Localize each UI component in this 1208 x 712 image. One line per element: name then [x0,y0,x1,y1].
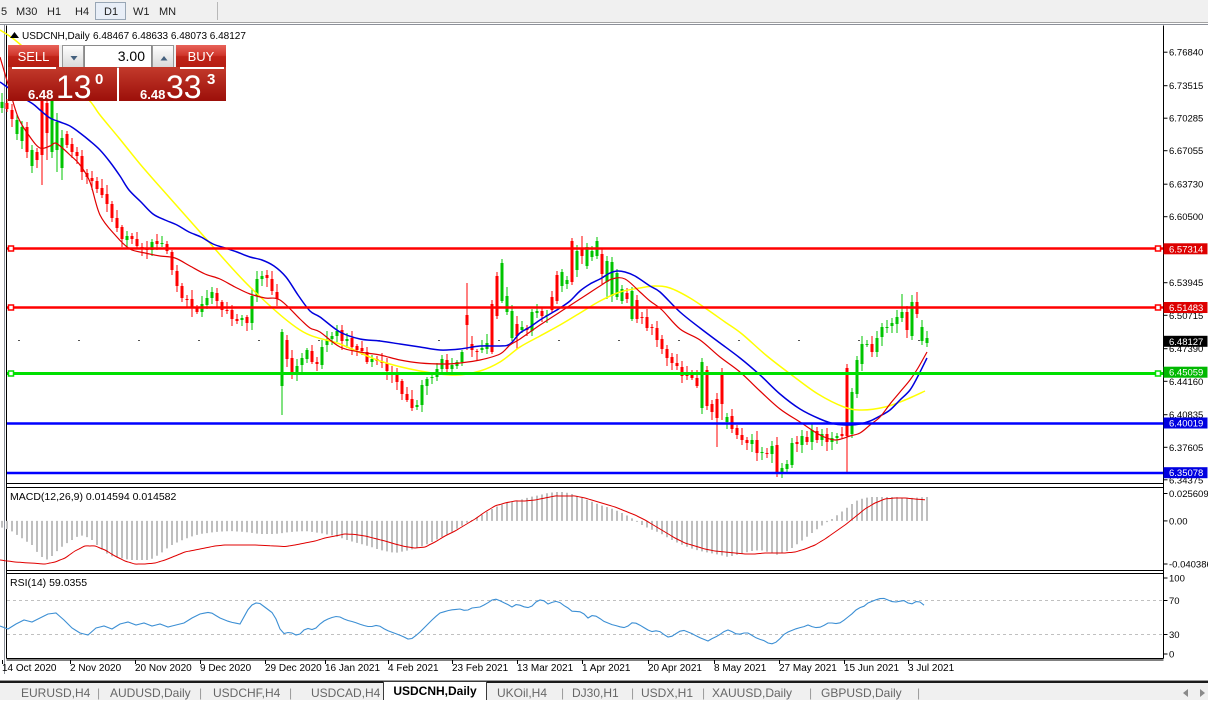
svg-text:6.73515: 6.73515 [1169,81,1203,92]
svg-text:23 Feb 2021: 23 Feb 2021 [452,663,509,674]
svg-text:6.35078: 6.35078 [1169,468,1203,479]
svg-text:29 Dec 2020: 29 Dec 2020 [265,663,322,674]
svg-text:5: 5 [1,6,7,18]
svg-text:M30: M30 [16,6,37,18]
svg-text:70: 70 [1169,596,1180,607]
svg-text:4 Feb 2021: 4 Feb 2021 [388,663,439,674]
svg-text:15 Jun 2021: 15 Jun 2021 [844,663,899,674]
svg-text:100: 100 [1169,574,1185,585]
svg-text:13 Mar 2021: 13 Mar 2021 [517,663,574,674]
svg-text:0.00: 0.00 [1169,516,1188,527]
svg-text:6.45059: 6.45059 [1169,368,1203,379]
svg-text:6.34375: 6.34375 [1169,475,1203,486]
svg-text:6.70285: 6.70285 [1169,114,1203,125]
svg-text:6.53945: 6.53945 [1169,278,1203,289]
svg-text:0: 0 [1169,650,1174,661]
svg-text:H1: H1 [47,6,61,18]
svg-text:6.48467 6.48633 6.48073 6.4812: 6.48467 6.48633 6.48073 6.48127 [93,31,246,42]
svg-text:3 Jul 2021: 3 Jul 2021 [908,663,955,674]
svg-text:30: 30 [1169,630,1180,641]
svg-text:RSI(14) 59.0355: RSI(14) 59.0355 [10,577,87,589]
svg-text:6.50715: 6.50715 [1169,311,1203,322]
svg-text:6.40835: 6.40835 [1169,410,1203,421]
svg-text:6.48127: 6.48127 [1169,337,1203,348]
svg-text:H4: H4 [75,6,89,18]
svg-text:6.63730: 6.63730 [1169,180,1203,191]
svg-text:8 May 2021: 8 May 2021 [714,663,767,674]
svg-text:6.44160: 6.44160 [1169,377,1203,388]
svg-text:USDCNH,Daily: USDCNH,Daily [22,31,90,42]
svg-text:W1: W1 [133,6,150,18]
svg-text:1 Apr 2021: 1 Apr 2021 [582,663,631,674]
svg-text:6.40019: 6.40019 [1169,419,1203,430]
svg-text:6.67055: 6.67055 [1169,146,1203,157]
svg-text:20 Apr 2021: 20 Apr 2021 [648,663,702,674]
svg-text:9 Dec 2020: 9 Dec 2020 [200,663,252,674]
svg-text:D1: D1 [104,6,118,18]
svg-text:6.37605: 6.37605 [1169,443,1203,454]
svg-text:6.60500: 6.60500 [1169,212,1203,223]
svg-text:16 Jan 2021: 16 Jan 2021 [325,663,380,674]
svg-text:20 Nov 2020: 20 Nov 2020 [135,663,192,674]
svg-text:MACD(12,26,9) 0.014594 0.01458: MACD(12,26,9) 0.014594 0.014582 [10,491,177,503]
svg-text:MN: MN [159,6,176,18]
svg-text:14 Oct 2020: 14 Oct 2020 [2,663,57,674]
svg-text:0.025609: 0.025609 [1169,489,1208,500]
svg-text:6.51483: 6.51483 [1169,303,1203,314]
svg-text:6.76840: 6.76840 [1169,48,1203,59]
svg-text:2 Nov 2020: 2 Nov 2020 [70,663,122,674]
svg-text:6.57314: 6.57314 [1169,244,1203,255]
svg-text:-0.040386: -0.040386 [1169,560,1208,571]
svg-text:27 May 2021: 27 May 2021 [779,663,837,674]
svg-text:6.47390: 6.47390 [1169,344,1203,355]
